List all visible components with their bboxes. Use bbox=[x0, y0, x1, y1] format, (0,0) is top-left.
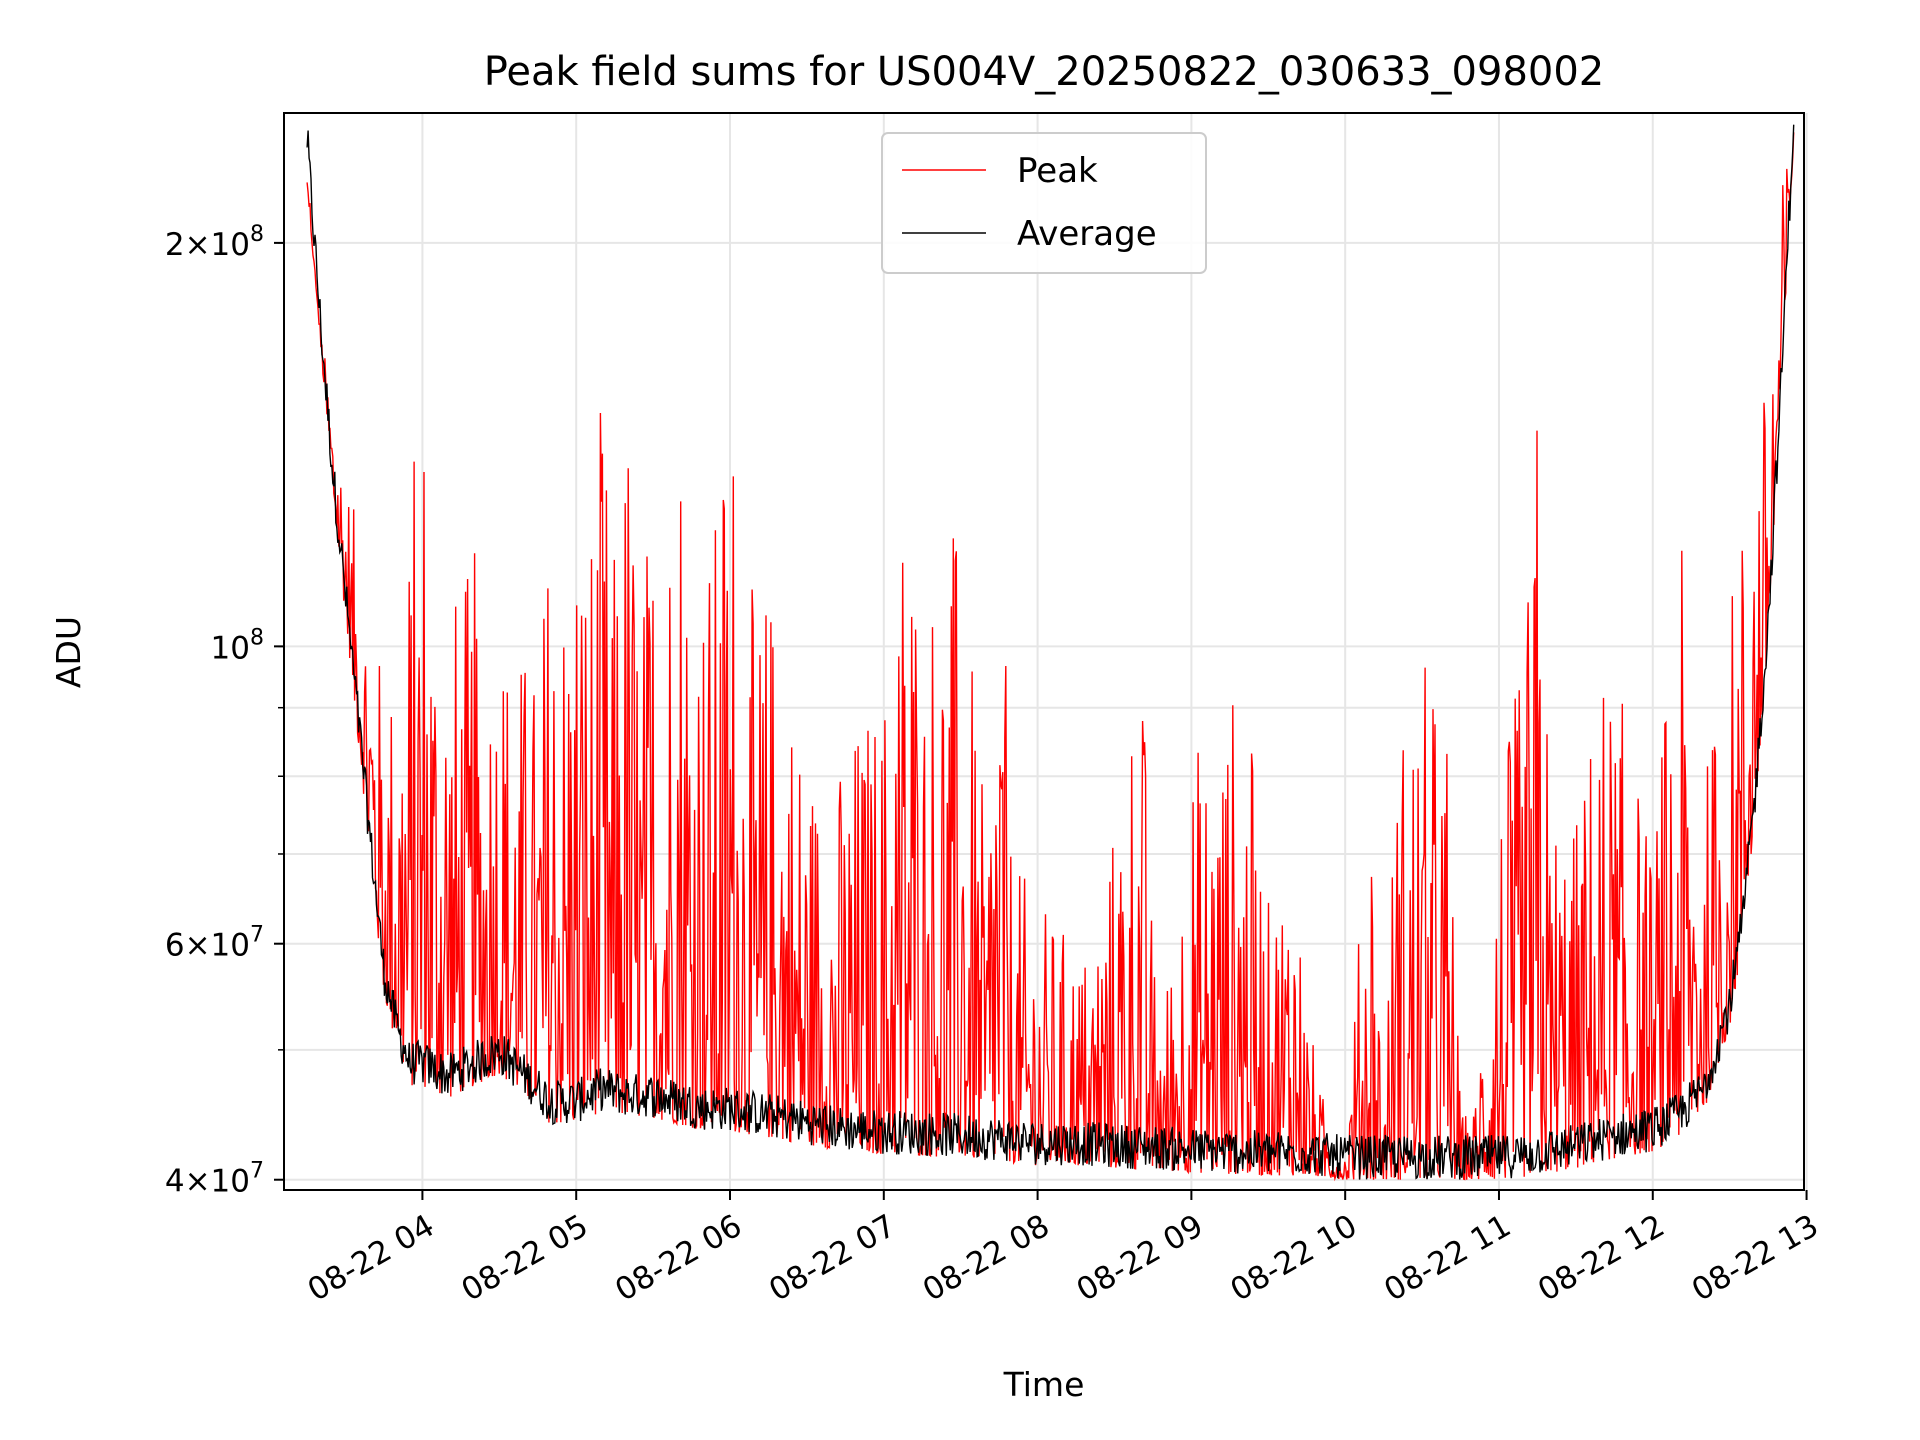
y-tick-exponent: 7 bbox=[250, 923, 264, 948]
x-tick-label: 08-22 06 bbox=[609, 1208, 748, 1309]
legend-label-average: Average bbox=[1017, 214, 1157, 254]
series-layer bbox=[306, 124, 1795, 1182]
x-axis-ticks: 08-22 04 08-22 05 08-22 06 08-22 07 08-22 08… bbox=[302, 1190, 1825, 1309]
x-tick-label: 08-22 04 bbox=[302, 1208, 441, 1309]
y-tick-label: 108 bbox=[211, 625, 264, 666]
x-tick-label: 08-22 07 bbox=[763, 1208, 902, 1309]
x-tick-label: 08-22 11 bbox=[1378, 1208, 1517, 1309]
x-tick-label: 08-22 08 bbox=[917, 1208, 1056, 1309]
x-tick-label: 08-22 10 bbox=[1224, 1208, 1363, 1309]
legend-label-peak: Peak bbox=[1017, 151, 1098, 191]
x-tick-label: 08-22 12 bbox=[1532, 1208, 1671, 1309]
x-axis-label: Time bbox=[1003, 1365, 1085, 1404]
chart-title: Peak field sums for US004V_20250822_0306… bbox=[484, 49, 1605, 95]
legend-box bbox=[881, 132, 1207, 274]
y-tick-exponent: 8 bbox=[250, 625, 264, 650]
y-axis-ticks: 4×107 6×107 108 2×108 bbox=[165, 222, 284, 1200]
series-line-average bbox=[306, 124, 1795, 1180]
y-axis-label: ADU bbox=[49, 616, 88, 688]
plot-frame bbox=[283, 112, 1805, 1191]
y-tick-label: 2×108 bbox=[165, 222, 264, 263]
y-tick-label: 4×107 bbox=[165, 1159, 264, 1200]
series-line-peak bbox=[306, 132, 1795, 1182]
x-tick-label: 08-22 05 bbox=[455, 1208, 594, 1309]
y-tick-label: 6×107 bbox=[165, 923, 264, 964]
y-tick-exponent: 8 bbox=[250, 222, 264, 247]
y-tick-exponent: 7 bbox=[250, 1159, 264, 1184]
legend: Peak Average bbox=[881, 132, 1207, 274]
x-tick-label: 08-22 09 bbox=[1071, 1208, 1210, 1309]
x-tick-label: 08-22 13 bbox=[1686, 1208, 1825, 1309]
